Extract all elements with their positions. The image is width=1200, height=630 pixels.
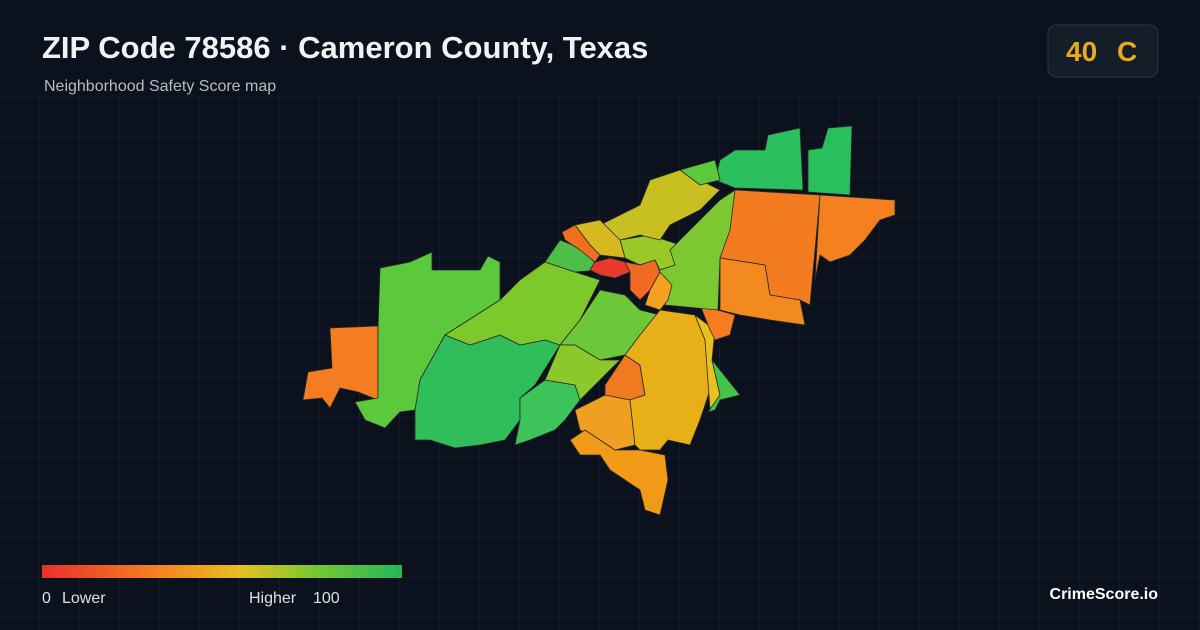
legend-scale [42,565,402,578]
map-region [679,159,721,186]
legend-min: 0 [42,590,51,607]
map-region [569,429,669,516]
map-region [544,344,621,401]
map-region [699,304,736,341]
score-grade: C [1117,36,1137,67]
map-region [561,224,601,263]
title: ZIP Code 78586 · Cameron County, Texas [42,30,648,65]
map [302,125,896,516]
map-region [599,169,721,241]
map-region [714,127,804,191]
map-region [814,194,896,281]
legend-min-label: Lower [62,590,106,607]
map-region [719,257,806,326]
map-region [707,359,741,413]
brand: CrimeScore.io [1050,586,1159,603]
score-badge [1047,24,1159,78]
legend-max-label: Higher [249,590,297,607]
subtitle: Neighborhood Safety Score map [44,78,276,95]
score-value: 40 [1066,36,1097,67]
map-region [644,271,673,311]
map-region [807,125,853,196]
map-region [589,257,631,279]
legend-max: 100 [313,590,340,607]
map-region [654,189,736,311]
